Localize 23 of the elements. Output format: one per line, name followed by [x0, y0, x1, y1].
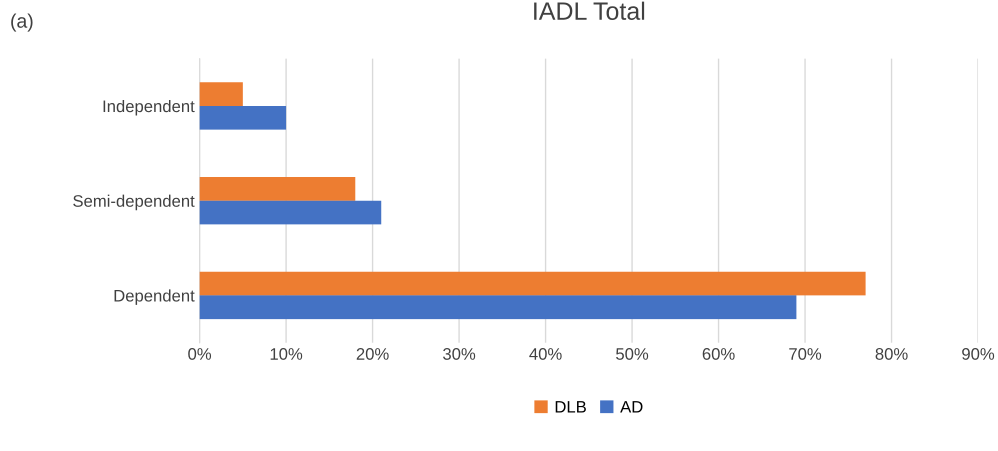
- x-tick-label: 10%: [270, 348, 302, 360]
- x-tick-label: 20%: [356, 348, 389, 360]
- bar: [200, 82, 243, 106]
- bar: [200, 272, 866, 296]
- legend-label: AD: [620, 401, 642, 413]
- y-tick-label: Independent: [104, 100, 195, 116]
- x-tick-label: 40%: [529, 348, 562, 360]
- chart-title: IADL Total: [534, 2, 644, 20]
- bar: [200, 295, 796, 320]
- bar: [200, 200, 382, 224]
- x-tick-label: 0%: [188, 348, 212, 360]
- x-tick-label: 90%: [962, 348, 994, 360]
- text: (a): [11, 14, 33, 32]
- x-tick-label: 70%: [789, 348, 822, 360]
- x-tick-label: 60%: [702, 348, 735, 360]
- x-tick-label: 80%: [876, 348, 908, 360]
- legend-label: DLB: [556, 401, 586, 413]
- bar: [200, 177, 356, 201]
- y-tick-label: Semi-dependent: [73, 194, 195, 210]
- x-tick-label: 50%: [616, 348, 648, 360]
- bar: [200, 106, 286, 130]
- x-tick-label: 30%: [443, 348, 476, 360]
- y-tick-label: Dependent: [114, 289, 195, 305]
